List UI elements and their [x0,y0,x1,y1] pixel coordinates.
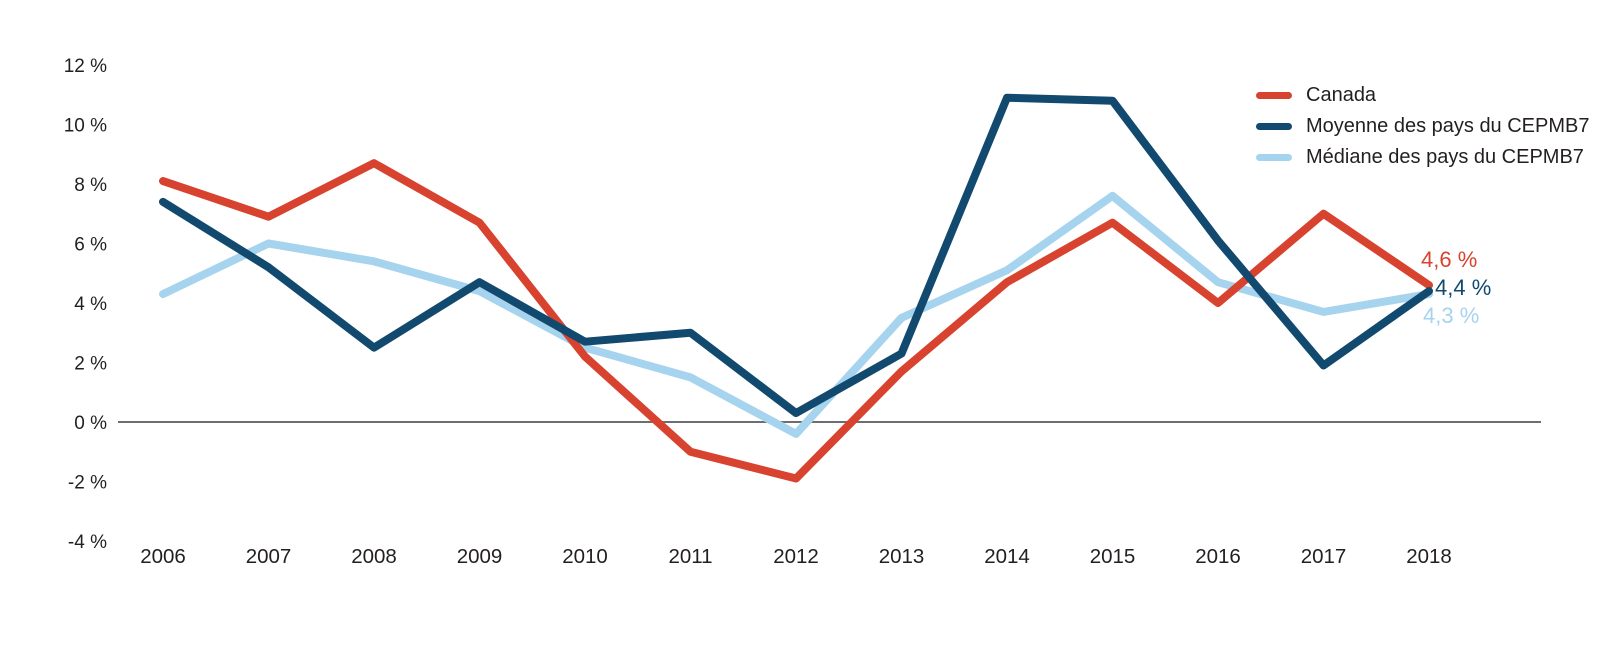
legend-item-mediane: Médiane des pays du CEPMB7 [1256,142,1590,173]
x-axis-tick-labels: 2006 2007 2008 2009 2010 2011 2012 2013 2014 2015… [140,545,1452,568]
x-tick-label: 2009 [457,545,503,568]
x-tick-label: 2018 [1406,545,1452,568]
x-tick-label: 2013 [879,545,925,568]
line-moyenne [159,93,1433,418]
legend-item-moyenne: Moyenne des pays du CEPMB7 [1256,111,1590,142]
legend: Canada Moyenne des pays du CEPMB7 Médian… [1256,80,1590,173]
y-tick-label: 6 % [74,235,107,256]
x-tick-label: 2012 [773,545,819,568]
x-tick-label: 2011 [668,545,712,568]
x-tick-label: 2016 [1195,545,1241,568]
end-value-label-mediane: 4,3 % [1423,303,1480,328]
y-tick-label: -2 % [68,473,107,494]
x-tick-label: 2017 [1301,545,1347,568]
y-tick-label: 10 % [64,116,107,137]
y-axis-tick-labels: 12 % 10 % 8 % 6 % 4 % 2 % 0 % -2 % -4 % [64,56,107,553]
x-tick-label: 2008 [351,545,397,568]
legend-item-canada: Canada [1256,80,1590,111]
y-tick-label: 0 % [74,413,107,434]
legend-label-moyenne: Moyenne des pays du CEPMB7 [1306,115,1590,137]
y-tick-label: 4 % [74,294,107,315]
legend-swatch-moyenne-icon [1256,123,1292,130]
line-canada [159,159,1433,483]
x-tick-label: 2015 [1090,545,1136,568]
line-mediane [159,191,1433,438]
x-tick-label: 2006 [140,545,186,568]
x-tick-label: 2014 [984,545,1030,568]
y-tick-label: 2 % [74,354,107,375]
end-value-label-canada: 4,6 % [1421,247,1478,272]
data-series-lines [159,93,1433,483]
y-tick-label: 12 % [64,56,107,77]
legend-label-canada: Canada [1306,84,1377,106]
x-tick-label: 2007 [246,545,292,568]
end-value-label-moyenne: 4,4 % [1435,275,1492,300]
y-tick-label: -4 % [68,532,107,553]
y-tick-label: 8 % [74,175,107,196]
legend-label-mediane: Médiane des pays du CEPMB7 [1306,146,1584,168]
legend-swatch-mediane-icon [1256,154,1292,161]
x-tick-label: 2010 [562,545,608,568]
legend-swatch-canada-icon [1256,92,1292,99]
